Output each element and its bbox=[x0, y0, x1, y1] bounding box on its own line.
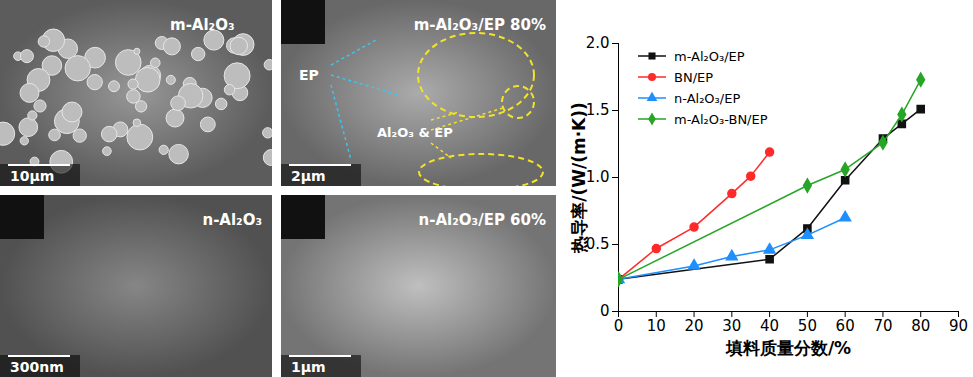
svg-text:70: 70 bbox=[873, 317, 892, 335]
svg-text:填料质量分数/%: 填料质量分数/% bbox=[725, 338, 851, 358]
svg-text:10: 10 bbox=[647, 317, 666, 335]
svg-text:Al₂O₃ & EP: Al₂O₃ & EP bbox=[377, 125, 453, 140]
svg-text:20: 20 bbox=[685, 317, 704, 335]
svg-text:n-Al₂O₃: n-Al₂O₃ bbox=[202, 211, 262, 229]
svg-text:m-Al₂O₃: m-Al₂O₃ bbox=[170, 16, 235, 34]
svg-text:80: 80 bbox=[911, 317, 930, 335]
svg-text:1.5: 1.5 bbox=[586, 101, 610, 119]
svg-text:2μm: 2μm bbox=[291, 168, 326, 184]
svg-text:2.0: 2.0 bbox=[586, 34, 610, 52]
svg-text:热导率/(W/(m·K)): 热导率/(W/(m·K)) bbox=[569, 102, 589, 254]
svg-text:0.5: 0.5 bbox=[586, 235, 610, 253]
svg-text:0: 0 bbox=[600, 302, 610, 320]
svg-text:40: 40 bbox=[760, 317, 779, 335]
svg-text:60: 60 bbox=[836, 317, 855, 335]
svg-text:n-Al₂O₃/EP: n-Al₂O₃/EP bbox=[674, 91, 740, 106]
svg-text:10μm: 10μm bbox=[10, 168, 54, 184]
svg-text:m-Al₂O₃-BN/EP: m-Al₂O₃-BN/EP bbox=[674, 112, 768, 127]
svg-text:n-Al₂O₃/EP 60%: n-Al₂O₃/EP 60% bbox=[419, 211, 546, 229]
svg-text:m-Al₂O₃/EP 80%: m-Al₂O₃/EP 80% bbox=[414, 16, 546, 34]
svg-text:EP: EP bbox=[299, 67, 319, 83]
svg-text:0: 0 bbox=[614, 317, 624, 335]
svg-text:1μm: 1μm bbox=[291, 359, 326, 375]
svg-text:m-Al₂O₃/EP: m-Al₂O₃/EP bbox=[674, 49, 745, 64]
svg-text:300nm: 300nm bbox=[10, 359, 64, 375]
svg-text:30: 30 bbox=[722, 317, 741, 335]
svg-text:1.0: 1.0 bbox=[586, 168, 610, 186]
svg-text:50: 50 bbox=[798, 317, 817, 335]
svg-text:BN/EP: BN/EP bbox=[674, 70, 713, 85]
svg-text:90: 90 bbox=[949, 317, 968, 335]
